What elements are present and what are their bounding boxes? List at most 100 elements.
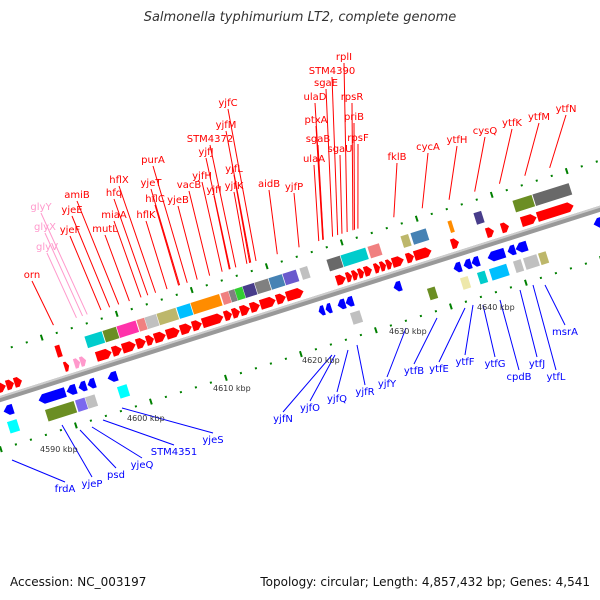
forward-gene-arrow[interactable] bbox=[144, 334, 156, 346]
gene-label-mutL[interactable]: mutL bbox=[92, 224, 118, 235]
gene-label-miaA[interactable]: miaA bbox=[101, 210, 127, 221]
forward-gene-arrow[interactable] bbox=[190, 319, 204, 332]
gene-label-amiB[interactable]: amiB bbox=[64, 190, 90, 201]
gene-label-ytfM[interactable]: ytfM bbox=[528, 112, 550, 123]
forward-gene-arrow[interactable] bbox=[178, 322, 193, 336]
gene-label-ytfK[interactable]: ytfK bbox=[502, 118, 522, 129]
forward-gene-arrow[interactable] bbox=[378, 260, 388, 272]
forward-gene-arrow[interactable] bbox=[484, 226, 496, 239]
cog-category-box[interactable] bbox=[74, 397, 89, 412]
gene-label-rpsR[interactable]: rpsR bbox=[341, 92, 364, 103]
gene-label-hflC[interactable]: hflC bbox=[145, 194, 165, 205]
cog-category-box[interactable] bbox=[532, 183, 573, 206]
reverse-gene-arrow[interactable] bbox=[86, 377, 97, 390]
cog-category-box[interactable] bbox=[512, 259, 525, 274]
gene-label-rplI[interactable]: rplI bbox=[336, 52, 352, 63]
gene-label-cysQ[interactable]: cysQ bbox=[473, 126, 498, 137]
gene-label-yjfQ[interactable]: yjfQ bbox=[327, 394, 347, 405]
cog-category-box[interactable] bbox=[512, 194, 536, 213]
reverse-gene-arrow[interactable] bbox=[324, 302, 333, 314]
gene-label-ytfB[interactable]: ytfB bbox=[404, 366, 424, 377]
forward-gene-arrow[interactable] bbox=[12, 376, 24, 388]
reverse-gene-arrow[interactable] bbox=[592, 215, 600, 229]
gene-label-aidB[interactable]: aidB bbox=[258, 179, 280, 190]
cog-category-box[interactable] bbox=[116, 320, 140, 338]
reverse-gene-arrow[interactable] bbox=[506, 244, 517, 257]
gene-label-yjfJ[interactable]: yjfJ bbox=[198, 147, 213, 158]
gene-label-yjfY[interactable]: yjfY bbox=[378, 379, 397, 390]
cog-category-box[interactable] bbox=[136, 317, 148, 332]
forward-gene-arrow[interactable] bbox=[412, 246, 433, 261]
gene-label-glyV[interactable]: glyV bbox=[36, 242, 58, 253]
gene-label-ulaA[interactable]: ulaA bbox=[303, 154, 325, 165]
cog-category-box[interactable] bbox=[473, 210, 485, 225]
forward-gene-arrow[interactable] bbox=[390, 255, 405, 268]
forward-gene-arrow[interactable] bbox=[258, 295, 277, 310]
cog-category-box[interactable] bbox=[190, 293, 223, 315]
forward-gene-arrow[interactable] bbox=[404, 251, 416, 264]
forward-gene-arrow[interactable] bbox=[334, 273, 348, 286]
reverse-gene-arrow[interactable] bbox=[65, 383, 78, 397]
gene-label-yjfK[interactable]: yjfK bbox=[225, 181, 244, 192]
cog-category-box[interactable] bbox=[282, 269, 300, 286]
gene-label-psd[interactable]: psd bbox=[107, 470, 125, 481]
cog-category-box[interactable] bbox=[326, 255, 344, 272]
cog-category-box[interactable] bbox=[228, 289, 238, 303]
gene-label-frdA[interactable]: frdA bbox=[55, 484, 76, 495]
gene-label-rpsF[interactable]: rpsF bbox=[347, 133, 369, 144]
gene-label-yjeS[interactable]: yjeS bbox=[202, 435, 223, 446]
forward-gene-arrow[interactable] bbox=[499, 221, 511, 234]
gene-label-yjfM[interactable]: yjfM bbox=[216, 120, 237, 131]
forward-gene-arrow[interactable] bbox=[0, 381, 7, 394]
forward-gene-arrow[interactable] bbox=[238, 304, 252, 317]
gene-label-ytfN[interactable]: ytfN bbox=[556, 104, 577, 115]
gene-label-ytfE[interactable]: ytfE bbox=[429, 364, 449, 375]
cog-category-box[interactable] bbox=[447, 220, 455, 233]
forward-gene-arrow[interactable] bbox=[222, 309, 234, 322]
cog-category-box[interactable] bbox=[144, 314, 160, 330]
cog-category-box[interactable] bbox=[242, 282, 258, 298]
forward-gene-arrow[interactable] bbox=[4, 378, 16, 391]
gene-label-sgaE[interactable]: sgaE bbox=[314, 78, 338, 89]
cog-category-box[interactable] bbox=[522, 254, 540, 270]
gene-label-glyY[interactable]: glyY bbox=[30, 202, 52, 213]
gene-label-ytfG[interactable]: ytfG bbox=[484, 359, 505, 370]
gene-label-msrA[interactable]: msrA bbox=[552, 327, 578, 338]
gene-label-ulaD[interactable]: ulaD bbox=[304, 92, 327, 103]
gene-label-yjfH[interactable]: yjfH bbox=[192, 171, 212, 182]
reverse-gene-arrow[interactable] bbox=[392, 280, 403, 293]
forward-gene-arrow[interactable] bbox=[350, 269, 360, 281]
forward-gene-arrow[interactable] bbox=[356, 267, 366, 279]
cog-category-box[interactable] bbox=[367, 243, 383, 259]
forward-gene-arrow[interactable] bbox=[152, 330, 167, 344]
gene-label-sgaU[interactable]: sgaU bbox=[327, 144, 352, 155]
cog-category-box[interactable] bbox=[476, 270, 489, 285]
cog-category-box[interactable] bbox=[268, 274, 286, 290]
forward-gene-arrow[interactable] bbox=[120, 340, 137, 354]
reverse-gene-arrow[interactable] bbox=[77, 380, 88, 393]
cog-category-box[interactable] bbox=[156, 307, 180, 326]
cog-category-box[interactable] bbox=[84, 331, 106, 349]
forward-gene-arrow[interactable] bbox=[519, 213, 538, 227]
gene-label-priB[interactable]: priB bbox=[344, 112, 364, 123]
forward-gene-arrow[interactable] bbox=[344, 271, 354, 283]
reverse-gene-arrow[interactable] bbox=[486, 247, 507, 263]
gene-label-orn[interactable]: orn bbox=[24, 270, 40, 281]
cog-category-box[interactable] bbox=[44, 400, 78, 422]
gene-label-vacB[interactable]: vacB bbox=[177, 180, 202, 191]
gene-label-ytfH[interactable]: ytfH bbox=[447, 135, 468, 146]
cog-category-box[interactable] bbox=[6, 419, 21, 434]
reverse-gene-arrow[interactable] bbox=[470, 255, 481, 268]
gene-label-purA[interactable]: purA bbox=[141, 155, 165, 166]
gene-label-STM4372[interactable]: STM4372 bbox=[187, 134, 234, 145]
reverse-gene-arrow[interactable] bbox=[344, 295, 355, 308]
gene-label-hfq[interactable]: hfq bbox=[106, 188, 122, 199]
cog-category-box[interactable] bbox=[537, 251, 550, 266]
forward-gene-arrow[interactable] bbox=[274, 292, 288, 305]
gene-label-hflK[interactable]: hflK bbox=[136, 210, 156, 221]
gene-label-yjeQ[interactable]: yjeQ bbox=[131, 460, 154, 471]
cog-category-box[interactable] bbox=[254, 278, 272, 295]
cog-category-box[interactable] bbox=[220, 291, 232, 305]
cog-category-box[interactable] bbox=[234, 286, 246, 301]
gene-label-yjeB[interactable]: yjeB bbox=[167, 195, 189, 206]
